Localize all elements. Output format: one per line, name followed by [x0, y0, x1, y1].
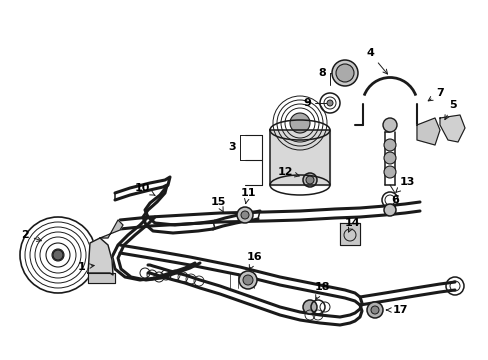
Text: 1: 1	[78, 262, 94, 272]
Text: 9: 9	[303, 98, 310, 108]
Polygon shape	[416, 118, 439, 145]
Text: 15: 15	[210, 197, 225, 212]
Circle shape	[243, 275, 252, 285]
Text: 10: 10	[134, 183, 155, 195]
Polygon shape	[88, 238, 113, 275]
Circle shape	[331, 60, 357, 86]
Circle shape	[383, 139, 395, 151]
Text: 8: 8	[318, 68, 325, 78]
Polygon shape	[88, 273, 115, 283]
Circle shape	[303, 173, 316, 187]
Circle shape	[239, 271, 257, 289]
Polygon shape	[439, 115, 464, 142]
Circle shape	[237, 207, 252, 223]
Text: 2: 2	[21, 230, 41, 241]
Text: 14: 14	[345, 218, 360, 232]
Circle shape	[53, 250, 63, 260]
Circle shape	[305, 176, 313, 184]
Circle shape	[383, 166, 395, 178]
Polygon shape	[339, 223, 359, 245]
Text: 3: 3	[228, 142, 235, 152]
Text: 12: 12	[277, 167, 299, 177]
Text: 13: 13	[395, 177, 414, 192]
Circle shape	[241, 211, 248, 219]
Circle shape	[326, 100, 332, 106]
Text: 6: 6	[390, 195, 398, 205]
Text: 5: 5	[444, 100, 456, 120]
Text: 7: 7	[427, 88, 443, 101]
Text: 4: 4	[366, 48, 386, 74]
Polygon shape	[100, 220, 123, 238]
Circle shape	[366, 302, 382, 318]
Circle shape	[52, 249, 64, 261]
Circle shape	[383, 152, 395, 164]
Circle shape	[335, 64, 353, 82]
Text: 17: 17	[386, 305, 407, 315]
Circle shape	[382, 118, 396, 132]
Circle shape	[303, 300, 316, 314]
Text: 18: 18	[314, 282, 329, 300]
Polygon shape	[269, 130, 329, 185]
Text: 11: 11	[240, 188, 255, 204]
Circle shape	[370, 306, 378, 314]
Text: 16: 16	[246, 252, 262, 270]
Circle shape	[383, 204, 395, 216]
Circle shape	[289, 113, 309, 133]
